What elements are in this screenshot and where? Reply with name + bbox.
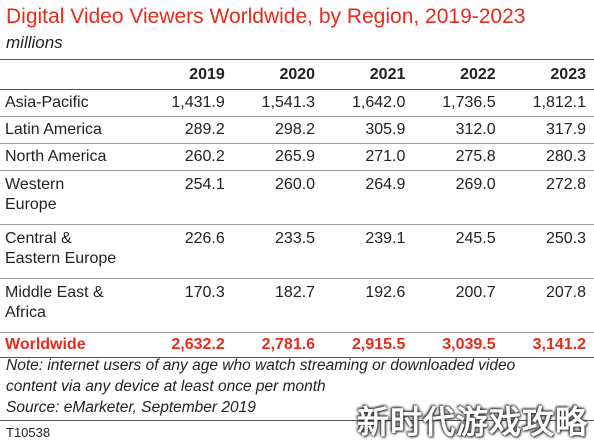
table-cell: 289.2 (142, 116, 233, 144)
table-cell: 269.0 (413, 170, 504, 225)
total-row: Worldwide 2,632.2 2,781.6 2,915.5 3,039.5 3,1… (0, 332, 594, 358)
table-row: Middle East & Africa 170.3 182.7 192.6 200.7 2… (0, 278, 594, 333)
chart-code: T10538 (6, 425, 51, 440)
total-label: Worldwide (0, 332, 143, 358)
chart-title: Digital Video Viewers Worldwide, by Regi… (6, 5, 526, 28)
note-line: content via any device at least once per… (6, 378, 326, 395)
table-row: Latin America 289.2 298.2 305.9 312.0 317.9 (0, 116, 594, 144)
table-row: Asia-Pacific 1,431.9 1,541.3 1,642.0 1,736.5… (0, 89, 594, 117)
table-cell: 264.9 (323, 170, 414, 225)
header-corner (0, 60, 143, 90)
row-label: North America (0, 143, 143, 171)
table-cell: 207.8 (503, 278, 594, 333)
row-label: Latin America (0, 116, 143, 144)
table-cell: 275.8 (413, 143, 504, 171)
notes: Note: internet users of any age who watc… (6, 355, 590, 418)
table-cell: 1,541.3 (232, 89, 324, 117)
table-cell: 265.9 (232, 143, 324, 171)
table-cell: 312.0 (413, 116, 504, 144)
table-cell: 305.9 (323, 116, 414, 144)
table-row: Central & Eastern Europe 226.6 233.5 239.1 24… (0, 224, 594, 279)
table-cell: 1,431.9 (142, 89, 233, 117)
watermark: 新时代游戏攻略 (356, 403, 588, 441)
data-table: 2019 2020 2021 2022 2023 Asia-Pacific 1,4… (0, 60, 594, 358)
bottom-rule (0, 420, 594, 421)
table-cell: 298.2 (232, 116, 324, 144)
chart-subtitle: millions (6, 33, 63, 52)
table-cell: 317.9 (503, 116, 594, 144)
total-cell: 2,781.6 (232, 332, 324, 358)
column-header: 2019 (142, 60, 233, 90)
row-label: Middle East & Africa (0, 278, 143, 333)
table-cell: 254.1 (142, 170, 233, 225)
top-rule (0, 59, 594, 60)
table-cell: 192.6 (323, 278, 414, 333)
table-cell: 1,812.1 (503, 89, 594, 117)
source-line: Source: eMarketer, September 2019 (6, 399, 256, 416)
table-cell: 272.8 (503, 170, 594, 225)
table-cell: 182.7 (232, 278, 324, 333)
column-header: 2022 (413, 60, 504, 90)
row-label: Western Europe (0, 170, 143, 225)
table-cell: 1,642.0 (323, 89, 414, 117)
total-cell: 3,141.2 (503, 332, 594, 358)
note-line: Note: internet users of any age who watc… (6, 357, 516, 374)
header-row: 2019 2020 2021 2022 2023 (0, 60, 594, 90)
table-cell: 170.3 (142, 278, 233, 333)
table-cell: 260.2 (142, 143, 233, 171)
table-row: North America 260.2 265.9 271.0 275.8 280.3 (0, 143, 594, 171)
table-cell: 271.0 (323, 143, 414, 171)
total-cell: 2,915.5 (323, 332, 414, 358)
row-label: Central & Eastern Europe (0, 224, 143, 279)
total-cell: 2,632.2 (142, 332, 233, 358)
table-cell: 1,736.5 (413, 89, 504, 117)
table-cell: 226.6 (142, 224, 233, 279)
table-row: Western Europe 254.1 260.0 264.9 269.0 272.8 (0, 170, 594, 225)
table-cell: 250.3 (503, 224, 594, 279)
table-cell: 200.7 (413, 278, 504, 333)
total-cell: 3,039.5 (413, 332, 504, 358)
column-header: 2023 (503, 60, 594, 90)
column-header: 2020 (232, 60, 324, 90)
table-cell: 233.5 (232, 224, 324, 279)
column-header: 2021 (323, 60, 414, 90)
row-label: Asia-Pacific (0, 89, 143, 117)
table-cell: 260.0 (232, 170, 324, 225)
table-cell: 280.3 (503, 143, 594, 171)
table-cell: 245.5 (413, 224, 504, 279)
table-cell: 239.1 (323, 224, 414, 279)
